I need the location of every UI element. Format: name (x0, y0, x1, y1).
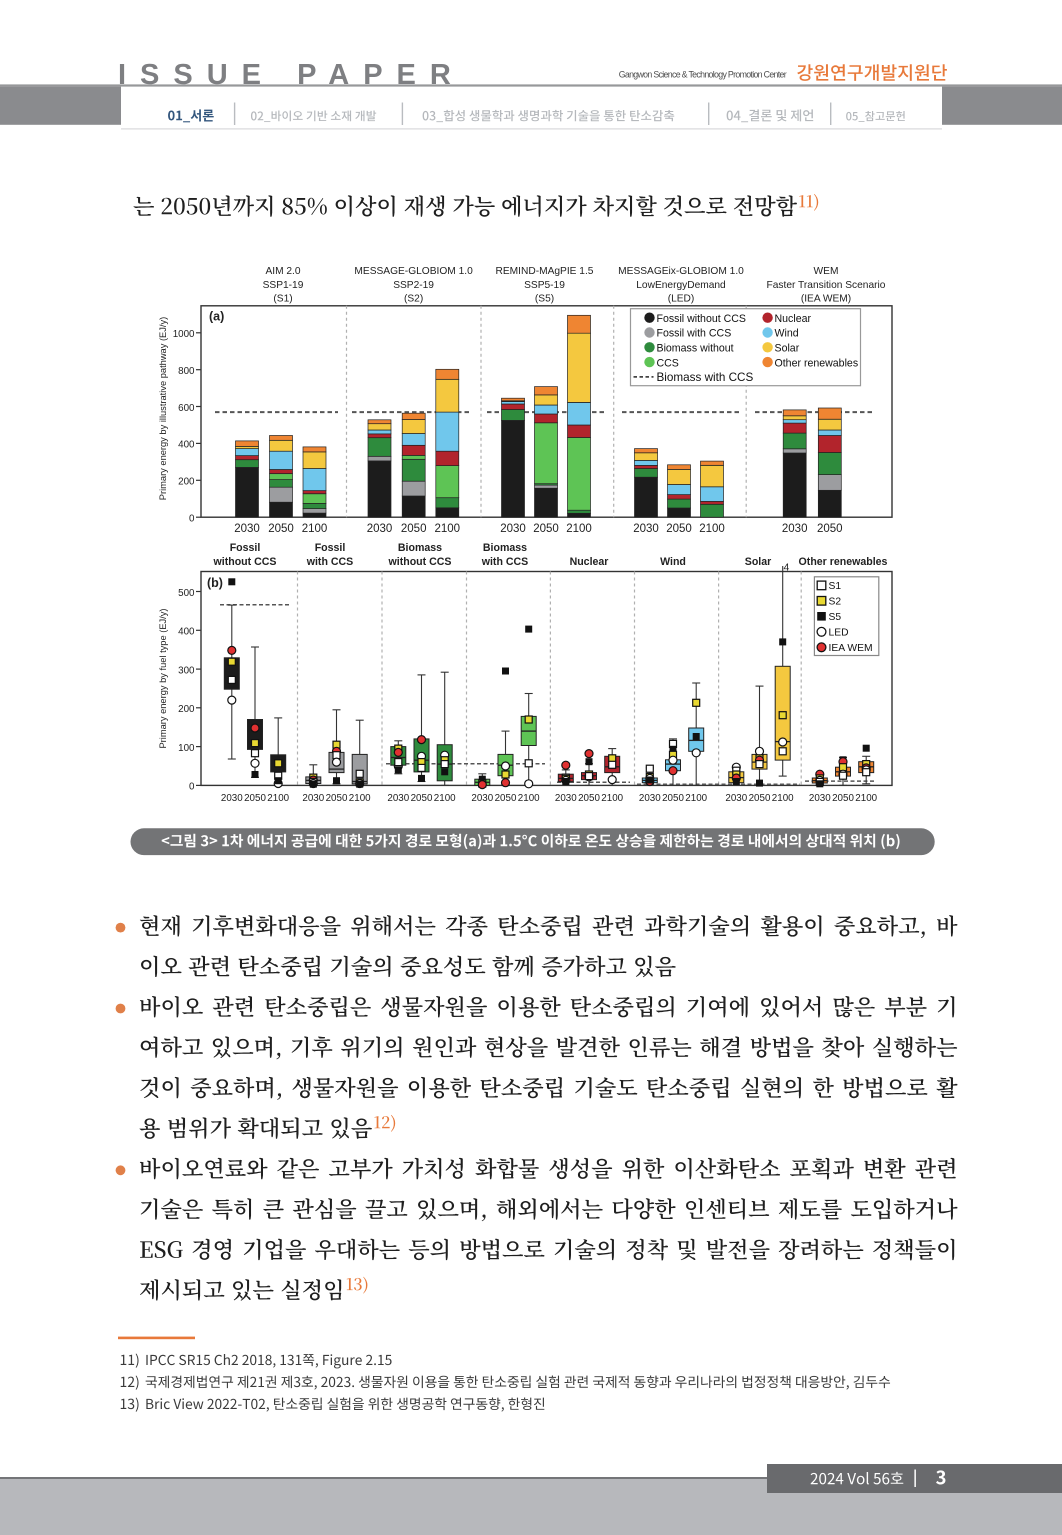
svg-text:Gangwon Science & Technology P: Gangwon Science & Technology Promotion C… (619, 69, 787, 79)
svg-text:SSP5-19: SSP5-19 (524, 280, 565, 291)
svg-text:2100: 2100 (267, 793, 289, 804)
svg-text:Wind: Wind (660, 556, 686, 568)
svg-text:2030: 2030 (367, 523, 393, 535)
svg-text:2100: 2100 (855, 793, 877, 804)
svg-text:100: 100 (178, 743, 195, 754)
svg-text:Other renewables: Other renewables (775, 357, 859, 369)
svg-text:2050: 2050 (817, 523, 843, 535)
svg-text:2030: 2030 (633, 523, 659, 535)
svg-text:2030: 2030 (387, 793, 409, 804)
svg-text:with CCS: with CCS (481, 556, 529, 568)
svg-text:(LED): (LED) (668, 294, 695, 305)
svg-text:2030: 2030 (555, 793, 577, 804)
svg-text:LowEnergyDemand: LowEnergyDemand (636, 280, 726, 291)
svg-text:400: 400 (178, 627, 195, 638)
svg-text:(S1): (S1) (273, 294, 292, 305)
svg-text:2030: 2030 (782, 523, 808, 535)
svg-text:300: 300 (178, 665, 195, 676)
svg-text:(IEA WEM): (IEA WEM) (801, 294, 851, 305)
svg-text:2050: 2050 (749, 793, 771, 804)
svg-text:S5: S5 (829, 612, 842, 623)
svg-text:SSP1-19: SSP1-19 (263, 280, 304, 291)
svg-text:2050: 2050 (495, 793, 517, 804)
svg-text:2100: 2100 (349, 793, 371, 804)
svg-text:2100: 2100 (518, 793, 540, 804)
svg-text:S1: S1 (829, 581, 842, 592)
svg-text:2050: 2050 (411, 793, 433, 804)
svg-text:2050: 2050 (244, 793, 266, 804)
svg-text:Solar: Solar (745, 556, 772, 568)
svg-text:600: 600 (178, 403, 195, 414)
svg-text:2050: 2050 (533, 523, 559, 535)
svg-text:Nuclear: Nuclear (775, 313, 812, 325)
svg-text:Biomass: Biomass (483, 542, 527, 554)
svg-text:without CCS: without CCS (213, 556, 277, 568)
svg-text:2100: 2100 (566, 523, 592, 535)
svg-text:SSP2-19: SSP2-19 (393, 280, 434, 291)
svg-text:(S2): (S2) (404, 294, 423, 305)
svg-text:Primary energy by fuel type (E: Primary energy by fuel type (EJ/y) (158, 608, 168, 748)
svg-text:2050: 2050 (401, 523, 427, 535)
svg-text:0: 0 (189, 514, 195, 525)
svg-text:0: 0 (189, 782, 195, 793)
svg-text:WEM: WEM (814, 266, 839, 277)
svg-text:2100: 2100 (699, 523, 725, 535)
svg-text:2030: 2030 (500, 523, 526, 535)
svg-text:2100: 2100 (435, 523, 461, 535)
svg-text:2100: 2100 (685, 793, 707, 804)
svg-text:Biomass with CCS: Biomass with CCS (657, 371, 754, 384)
svg-text:200: 200 (178, 477, 195, 488)
svg-text:CCS: CCS (657, 357, 679, 369)
svg-text:2050: 2050 (326, 793, 348, 804)
svg-text:Fossil: Fossil (230, 542, 261, 554)
svg-text:400: 400 (178, 440, 195, 451)
svg-text:2030: 2030 (725, 793, 747, 804)
svg-text:Biomass: Biomass (398, 542, 442, 554)
svg-text:2100: 2100 (434, 793, 456, 804)
svg-text:MESSAGE-GLOBIOM 1.0: MESSAGE-GLOBIOM 1.0 (354, 266, 473, 277)
svg-text:(a): (a) (209, 310, 224, 324)
svg-text:2050: 2050 (666, 523, 692, 535)
svg-text:with CCS: with CCS (306, 556, 354, 568)
svg-text:2050: 2050 (662, 793, 684, 804)
svg-text:2030: 2030 (809, 793, 831, 804)
svg-text:Faster Transition Scenario: Faster Transition Scenario (767, 280, 886, 291)
svg-text:2030: 2030 (471, 793, 493, 804)
svg-text:Solar: Solar (775, 343, 800, 355)
svg-text:800: 800 (178, 366, 195, 377)
svg-text:500: 500 (178, 588, 195, 599)
svg-text:without CCS: without CCS (388, 556, 452, 568)
svg-text:2100: 2100 (601, 793, 623, 804)
svg-text:AIM 2.0: AIM 2.0 (265, 266, 300, 277)
svg-text:4: 4 (784, 562, 790, 574)
svg-text:Primary energy by illustrative: Primary energy by illustrative pathway (… (158, 317, 168, 500)
svg-text:2100: 2100 (302, 523, 328, 535)
svg-text:(b): (b) (207, 576, 223, 590)
svg-text:Nuclear: Nuclear (570, 556, 609, 568)
svg-text:Other renewables: Other renewables (799, 556, 888, 568)
svg-text:2030: 2030 (302, 793, 324, 804)
svg-text:MESSAGEix-GLOBIOM 1.0: MESSAGEix-GLOBIOM 1.0 (618, 266, 744, 277)
svg-text:S2: S2 (829, 597, 842, 608)
svg-text:LED: LED (829, 628, 849, 639)
svg-text:Fossil: Fossil (315, 542, 346, 554)
svg-text:(S5): (S5) (535, 294, 554, 305)
svg-text:Biomass without: Biomass without (657, 343, 734, 355)
svg-text:Fossil with CCS: Fossil with CCS (657, 328, 732, 340)
svg-text:1000: 1000 (173, 329, 195, 340)
svg-text:2050: 2050 (578, 793, 600, 804)
svg-text:200: 200 (178, 704, 195, 715)
svg-text:REMIND-MAgPIE 1.5: REMIND-MAgPIE 1.5 (496, 266, 594, 277)
svg-text:2030: 2030 (639, 793, 661, 804)
svg-text:2030: 2030 (221, 793, 243, 804)
svg-text:Fossil without CCS: Fossil without CCS (657, 313, 746, 325)
svg-text:2050: 2050 (832, 793, 854, 804)
svg-text:2030: 2030 (234, 523, 260, 535)
svg-text:IEA WEM: IEA WEM (829, 643, 873, 654)
svg-text:2050: 2050 (268, 523, 294, 535)
svg-text:2100: 2100 (772, 793, 794, 804)
svg-text:Wind: Wind (775, 328, 799, 340)
